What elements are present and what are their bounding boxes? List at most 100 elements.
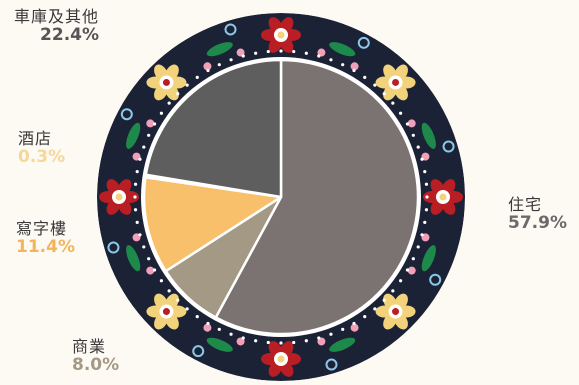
- ring-dot: [185, 83, 189, 87]
- ring-dot: [142, 145, 146, 149]
- ring-flower: [261, 341, 301, 377]
- ring-dot: [341, 63, 345, 67]
- ring-dot: [352, 321, 356, 326]
- pie-slice-4: [144, 58, 283, 199]
- ring-dot: [304, 339, 308, 343]
- label-commercial-value: 8.0%: [72, 355, 120, 376]
- ring-dot: [254, 51, 258, 55]
- ring-dot: [229, 332, 233, 336]
- ring-dot: [382, 92, 386, 96]
- ring-flower: [146, 293, 187, 330]
- ring-leaf: [203, 23, 245, 71]
- ring-dot: [423, 170, 427, 174]
- ring-dot: [382, 298, 386, 302]
- label-hotel-value: 0.3%: [18, 147, 66, 168]
- ring-leaf: [317, 323, 359, 371]
- ring-dot: [292, 340, 296, 345]
- ring-dot: [398, 111, 403, 115]
- ring-dot: [329, 332, 333, 336]
- ring-dot: [405, 122, 410, 126]
- label-garage-other: 車庫及其他 22.4%: [14, 7, 100, 46]
- ring-dot: [142, 245, 146, 249]
- pie-slice-2: [142, 176, 283, 273]
- ring-dot: [279, 49, 283, 53]
- ring-dot: [206, 68, 210, 73]
- ring-dot: [416, 145, 420, 149]
- ring-dot: [133, 208, 138, 212]
- ring-dot: [279, 341, 283, 345]
- ring-dot: [229, 58, 233, 62]
- pie-slices: [142, 58, 420, 336]
- ring-dot: [195, 75, 199, 80]
- ring-dot: [292, 49, 296, 54]
- ring-flower: [146, 64, 187, 101]
- ring-dot: [147, 133, 151, 137]
- ring-dot: [138, 233, 142, 237]
- label-residential-name: 住宅: [508, 195, 543, 214]
- ring-dot: [363, 75, 367, 80]
- label-garage-other-name: 車庫及其他: [14, 7, 100, 26]
- ring-dot: [341, 327, 345, 331]
- ring-dot: [317, 336, 321, 340]
- ring-dot: [138, 157, 142, 161]
- ring-dot: [266, 49, 270, 54]
- ring-leaf: [192, 323, 245, 358]
- ring-dot: [152, 122, 157, 126]
- ring-dot: [176, 92, 180, 96]
- ring-dot: [329, 58, 333, 62]
- ring-dot: [391, 289, 395, 293]
- ring-flower: [261, 17, 301, 53]
- ring-dot: [424, 182, 429, 186]
- ring-flower: [375, 293, 416, 330]
- ring-dot: [317, 54, 321, 58]
- label-office-name: 寫字樓: [16, 219, 68, 238]
- label-office: 寫字樓 11.4%: [16, 219, 75, 258]
- ring-flower: [99, 179, 139, 215]
- ring-dot: [391, 101, 395, 105]
- ring-leaf: [407, 233, 442, 286]
- ring-dot: [352, 68, 356, 73]
- label-hotel-name: 酒店: [18, 129, 53, 148]
- ring-dot: [266, 340, 270, 345]
- ring-dot: [167, 289, 171, 293]
- label-residential-value: 57.9%: [508, 213, 567, 234]
- ring-dot: [217, 63, 221, 67]
- label-garage-other-value: 22.4%: [40, 25, 100, 46]
- ring-dot: [152, 268, 157, 272]
- ring-dot: [423, 220, 427, 224]
- ring-dot: [420, 157, 424, 161]
- ring-dot: [424, 208, 429, 212]
- ring-dot: [167, 101, 171, 105]
- ring-dot: [363, 314, 367, 319]
- ring-dot: [411, 257, 415, 261]
- ring-dot: [416, 245, 420, 249]
- ring-dot: [185, 307, 189, 311]
- ring-dot: [217, 327, 221, 331]
- pie-slice-0: [214, 58, 420, 336]
- label-hotel: 酒店 0.3%: [18, 129, 66, 168]
- ring-dot: [135, 170, 139, 174]
- label-office-value: 11.4%: [16, 237, 75, 258]
- ring-dot: [135, 220, 139, 224]
- ring-flower: [423, 179, 463, 215]
- ring-dot: [425, 195, 429, 199]
- ring-dot: [304, 51, 308, 55]
- ring-dot: [147, 257, 151, 261]
- ring-dot: [133, 182, 138, 186]
- ring-dot: [411, 133, 415, 137]
- label-commercial: 商業 8.0%: [72, 337, 120, 376]
- ring-dot: [206, 321, 210, 326]
- ring-dot: [176, 298, 180, 302]
- ring-dot: [241, 54, 245, 58]
- ring-dot: [254, 339, 258, 343]
- label-residential: 住宅 57.9%: [508, 195, 567, 234]
- ring-dot: [420, 233, 424, 237]
- ring-dot: [373, 83, 377, 87]
- ring-flower: [375, 64, 416, 101]
- ring-dot: [373, 307, 377, 311]
- ring-dot: [398, 279, 403, 283]
- ring-dot: [195, 314, 199, 319]
- ring-dot: [241, 336, 245, 340]
